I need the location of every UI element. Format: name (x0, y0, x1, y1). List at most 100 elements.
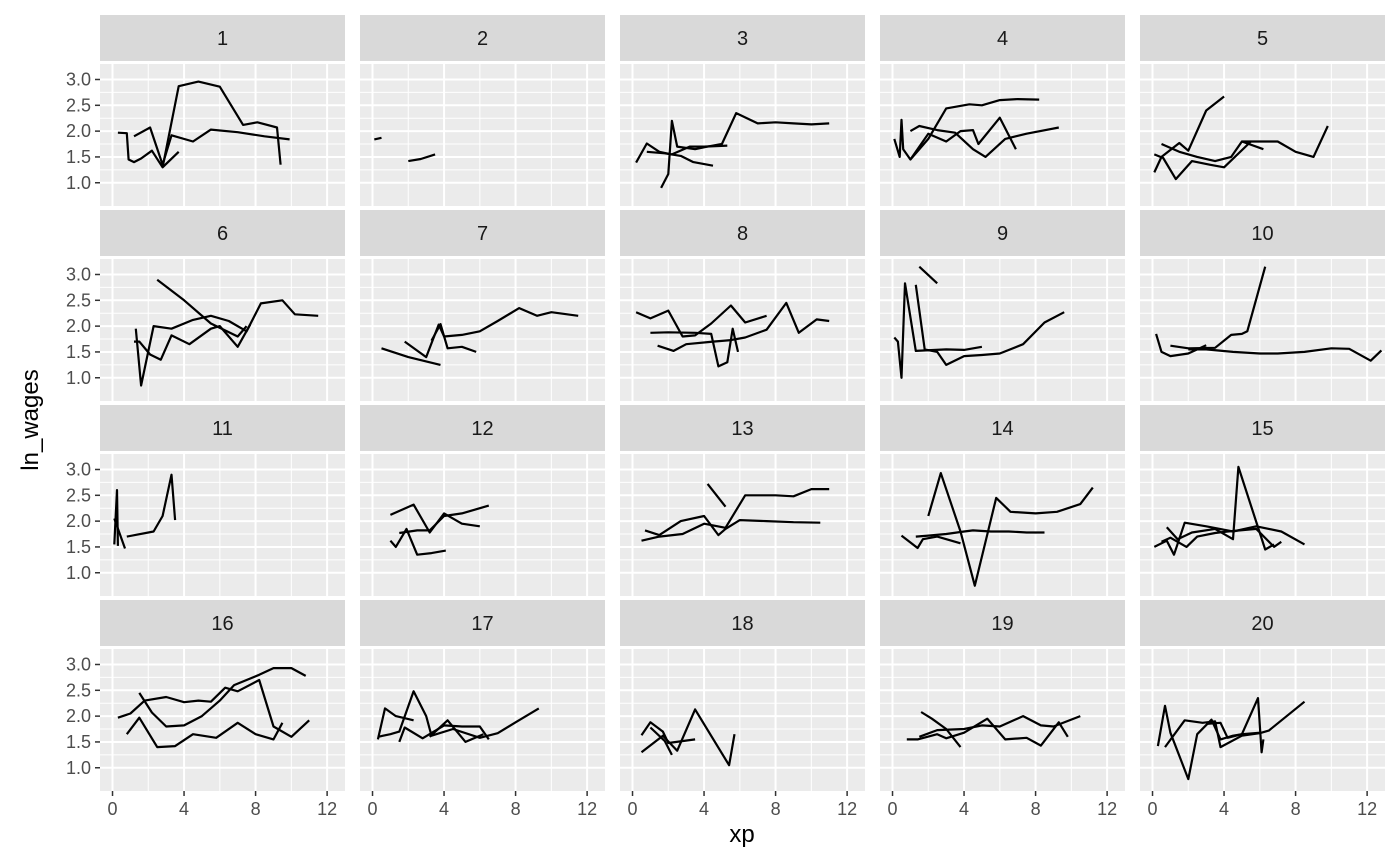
facet-strip-label: 20 (1251, 613, 1273, 635)
panel-background (1140, 649, 1385, 791)
panel-background (620, 64, 865, 206)
y-tick-label: 2.5 (66, 95, 91, 115)
series-line (927, 472, 1094, 587)
facet-strip-label: 13 (731, 418, 753, 440)
series-line (1153, 140, 1252, 181)
y-tick-label: 1.0 (66, 368, 91, 388)
series-line (646, 150, 714, 167)
series-line (1206, 721, 1260, 739)
facet-strip (100, 405, 345, 451)
series-line (389, 527, 446, 556)
facet-strip-label: 7 (477, 223, 488, 245)
facet-strip (1140, 600, 1385, 646)
facet-panel-20: 20 (1140, 600, 1385, 791)
panel-background (1140, 454, 1385, 596)
series-line (909, 124, 1060, 158)
panel-background (620, 454, 865, 596)
series-line (644, 514, 821, 537)
facet-strip (100, 210, 345, 256)
series-line (125, 716, 284, 749)
series-line (117, 131, 180, 169)
facet-strip (360, 210, 605, 256)
x-tick-label: 8 (511, 799, 521, 819)
x-tick-label: 0 (628, 799, 638, 819)
axes-layer: 1.0 1.5 2.0 2.5 3.0 1.0 1.5 2.0 2.5 3.0 1.0 1.5 2.0 2… (66, 69, 1377, 819)
series-line (156, 278, 248, 338)
facet-panel-2: 2 (360, 15, 605, 206)
y-tick-label: 3.0 (66, 459, 91, 479)
panel-background (1140, 64, 1385, 206)
series-line (134, 299, 319, 387)
series-line (408, 153, 436, 163)
series-line (1241, 125, 1329, 158)
facet-strip (620, 15, 865, 61)
series-line (900, 534, 961, 550)
facet-strip (100, 600, 345, 646)
facet-strip-label: 3 (737, 28, 748, 50)
series-line (915, 529, 1045, 538)
y-tick-label: 2.5 (66, 290, 91, 310)
facet-strip-label: 16 (211, 613, 233, 635)
x-tick-label: 12 (577, 799, 597, 819)
y-tick-label: 3.0 (66, 69, 91, 89)
facet-strip-label: 18 (731, 613, 753, 635)
facet-panel-9: 9 (880, 210, 1125, 401)
y-tick-label: 1.0 (66, 173, 91, 193)
facet-strip (880, 405, 1125, 451)
panel-background (100, 454, 345, 596)
panel-background (360, 649, 605, 791)
panel-background (620, 259, 865, 401)
panel-background (880, 259, 1125, 401)
panel-background (880, 64, 1125, 206)
series-line (906, 717, 1069, 747)
y-tick-label: 1.0 (66, 758, 91, 778)
x-tick-label: 12 (1357, 799, 1377, 819)
series-line (133, 126, 290, 166)
facet-strip-label: 19 (991, 613, 1013, 635)
facet-panel-8: 8 (620, 210, 865, 401)
facet-panel-6: 6 (100, 210, 345, 401)
facet-strip (360, 405, 605, 451)
panel-background (360, 454, 605, 596)
y-tick-label: 2.5 (66, 680, 91, 700)
y-tick-label: 2.0 (66, 316, 91, 336)
x-tick-label: 4 (179, 799, 189, 819)
facet-strip (1140, 210, 1385, 256)
facet-strip-label: 8 (737, 223, 748, 245)
y-tick-label: 1.5 (66, 732, 91, 752)
series-line (920, 711, 962, 748)
x-tick-label: 12 (1097, 799, 1117, 819)
facet-strip-label: 9 (997, 223, 1008, 245)
facet-strip (360, 15, 605, 61)
series-line (374, 136, 382, 141)
series-line (1161, 527, 1282, 549)
facet-strip-label: 4 (997, 28, 1008, 50)
y-tick-label: 1.5 (66, 537, 91, 557)
panel-background (880, 649, 1125, 791)
x-tick-label: 4 (959, 799, 969, 819)
facet-panel-10: 10 (1140, 210, 1385, 401)
facet-strip (880, 210, 1125, 256)
x-tick-label: 0 (888, 799, 898, 819)
series-line (1153, 95, 1225, 173)
facet-strip (620, 600, 865, 646)
series-line (657, 301, 830, 352)
y-tick-label: 1.5 (66, 147, 91, 167)
y-tick-label: 3.0 (66, 264, 91, 284)
x-tick-label: 12 (837, 799, 857, 819)
x-tick-label: 8 (251, 799, 261, 819)
series-line (161, 80, 282, 168)
series-line (138, 666, 307, 728)
series-line (641, 488, 830, 542)
y-tick-label: 1.0 (66, 563, 91, 583)
facet-panel-12: 12 (360, 405, 605, 596)
facet-strip (100, 15, 345, 61)
series-line (909, 97, 1040, 161)
x-tick-label: 0 (108, 799, 118, 819)
series-line (635, 304, 767, 338)
y-tick-label: 3.0 (66, 654, 91, 674)
facet-panel-18: 18 (620, 600, 865, 791)
facet-strip-label: 6 (217, 223, 228, 245)
